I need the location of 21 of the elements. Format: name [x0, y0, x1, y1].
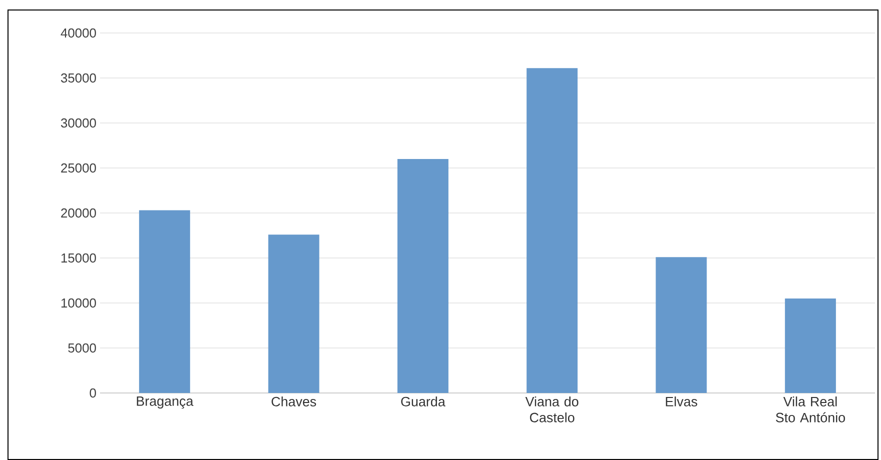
y-tick-label: 0	[90, 388, 96, 398]
bar	[656, 257, 707, 393]
bar	[139, 210, 190, 393]
y-tick-label: 35000	[60, 73, 96, 83]
x-tick-label: Elvas	[666, 396, 698, 406]
y-tick-label: 20000	[61, 208, 96, 218]
x-tick-label: Bragança	[136, 396, 194, 409]
x-tick-label: Vila Real Sto António	[776, 396, 845, 422]
bar	[397, 158, 448, 393]
y-tick-label: 30000	[60, 118, 96, 128]
y-tick-label: 40000	[60, 28, 96, 38]
bar	[526, 68, 578, 393]
y-tick-label: 10000	[61, 298, 96, 308]
x-tick-label: Guarda	[401, 396, 446, 406]
y-tick-label: 15000	[61, 253, 96, 263]
x-tick-label: Viana do Castelo	[525, 396, 578, 422]
bar	[784, 298, 836, 393]
y-tick-label: 25000	[61, 163, 96, 173]
bar	[268, 234, 320, 393]
x-tick-label: Chaves	[272, 396, 316, 406]
y-tick-label: 5000	[68, 343, 96, 353]
